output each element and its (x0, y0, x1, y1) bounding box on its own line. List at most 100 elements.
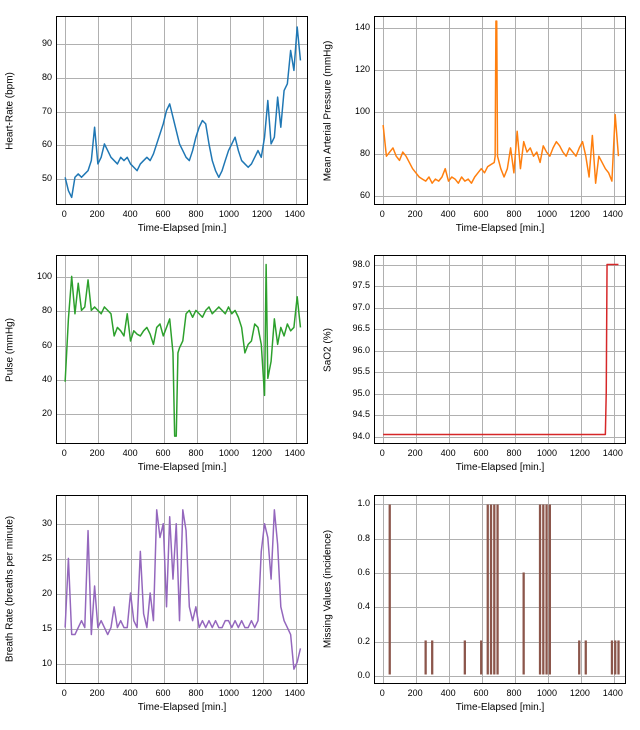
xtick: 1400 (285, 448, 305, 458)
series-heart_rate (57, 17, 307, 204)
xtick: 800 (188, 209, 203, 219)
xtick: 600 (474, 209, 489, 219)
xtick: 1200 (252, 209, 272, 219)
xtick: 400 (441, 688, 456, 698)
xtick: 600 (474, 448, 489, 458)
xlabel: Time-Elapsed [min.] (138, 223, 227, 234)
xtick: 800 (506, 688, 521, 698)
xtick: 800 (506, 209, 521, 219)
xtick: 1000 (537, 209, 557, 219)
xtick: 1000 (537, 448, 557, 458)
xtick: 200 (90, 448, 105, 458)
xtick: 1200 (252, 688, 272, 698)
xtick: 200 (408, 209, 423, 219)
panel-map: 02004006008001000120014006080100120140Me… (322, 8, 636, 243)
xtick: 1000 (219, 448, 239, 458)
xtick: 400 (123, 688, 138, 698)
xtick: 0 (380, 688, 385, 698)
xtick: 800 (188, 448, 203, 458)
xtick: 0 (380, 448, 385, 458)
xtick: 0 (380, 209, 385, 219)
ytick: 100 (355, 106, 370, 116)
ytick: 50 (42, 173, 52, 183)
plot-area (374, 255, 626, 444)
ytick: 96.0 (352, 345, 370, 355)
xtick: 600 (156, 448, 171, 458)
xtick: 0 (62, 209, 67, 219)
ytick: 15 (42, 623, 52, 633)
ytick: 95.5 (352, 366, 370, 376)
panel-sao2: 020040060080010001200140094.094.595.095.… (322, 247, 636, 482)
xtick: 200 (408, 448, 423, 458)
ytick: 40 (42, 374, 52, 384)
ylabel: Heart-Rate (bpm) (5, 72, 16, 150)
ytick: 0.4 (357, 601, 370, 611)
ylabel: Mean Arterial Pressure (mmHg) (323, 40, 334, 181)
panel-pulse: 020040060080010001200140020406080100Puls… (4, 247, 318, 482)
ytick: 10 (42, 658, 52, 668)
ylabel: Breath Rate (breaths per minute) (5, 516, 16, 662)
ytick: 25 (42, 553, 52, 563)
xtick: 800 (188, 688, 203, 698)
ytick: 100 (37, 271, 52, 281)
xtick: 600 (156, 209, 171, 219)
xtick: 200 (90, 688, 105, 698)
ytick: 20 (42, 588, 52, 598)
xtick: 600 (474, 688, 489, 698)
ytick: 97.0 (352, 302, 370, 312)
ytick: 94.0 (352, 431, 370, 441)
ytick: 0.6 (357, 567, 370, 577)
plot-area (374, 16, 626, 205)
panel-breath: 02004006008001000120014001015202530Breat… (4, 487, 318, 722)
xtick: 1000 (219, 209, 239, 219)
xlabel: Time-Elapsed [min.] (138, 462, 227, 473)
xtick: 1000 (537, 688, 557, 698)
series-breath (57, 496, 307, 683)
ytick: 0.2 (357, 636, 370, 646)
series-map (375, 17, 625, 204)
xtick: 1400 (603, 688, 623, 698)
series-sao2 (375, 256, 625, 443)
plot-area (56, 255, 308, 444)
chart-grid: 02004006008001000120014005060708090Heart… (0, 0, 640, 730)
ytick: 80 (42, 72, 52, 82)
ytick: 1.0 (357, 498, 370, 508)
xlabel: Time-Elapsed [min.] (456, 462, 545, 473)
plot-area (56, 495, 308, 684)
series-missing (375, 496, 625, 683)
xtick: 1200 (570, 209, 590, 219)
xtick: 400 (441, 448, 456, 458)
ytick: 96.5 (352, 323, 370, 333)
plot-area (374, 495, 626, 684)
ytick: 70 (42, 106, 52, 116)
ytick: 120 (355, 64, 370, 74)
xtick: 1400 (603, 209, 623, 219)
xlabel: Time-Elapsed [min.] (138, 702, 227, 713)
ytick: 95.0 (352, 388, 370, 398)
xtick: 200 (408, 688, 423, 698)
ylabel: Pulse (mmHg) (5, 318, 16, 382)
xtick: 1400 (603, 448, 623, 458)
ytick: 80 (360, 148, 370, 158)
xtick: 1400 (285, 688, 305, 698)
xtick: 800 (506, 448, 521, 458)
xtick: 0 (62, 688, 67, 698)
xlabel: Time-Elapsed [min.] (456, 223, 545, 234)
xtick: 1400 (285, 209, 305, 219)
xtick: 600 (156, 688, 171, 698)
xtick: 1200 (252, 448, 272, 458)
ylabel: Missing Values (incidence) (323, 530, 334, 648)
ytick: 20 (42, 408, 52, 418)
ytick: 60 (360, 190, 370, 200)
ytick: 60 (42, 139, 52, 149)
ytick: 94.5 (352, 409, 370, 419)
ytick: 0.0 (357, 670, 370, 680)
xtick: 0 (62, 448, 67, 458)
xtick: 400 (123, 209, 138, 219)
xtick: 400 (441, 209, 456, 219)
series-pulse (57, 256, 307, 443)
panel-heart_rate: 02004006008001000120014005060708090Heart… (4, 8, 318, 243)
xlabel: Time-Elapsed [min.] (456, 702, 545, 713)
ytick: 90 (42, 38, 52, 48)
xtick: 1000 (219, 688, 239, 698)
